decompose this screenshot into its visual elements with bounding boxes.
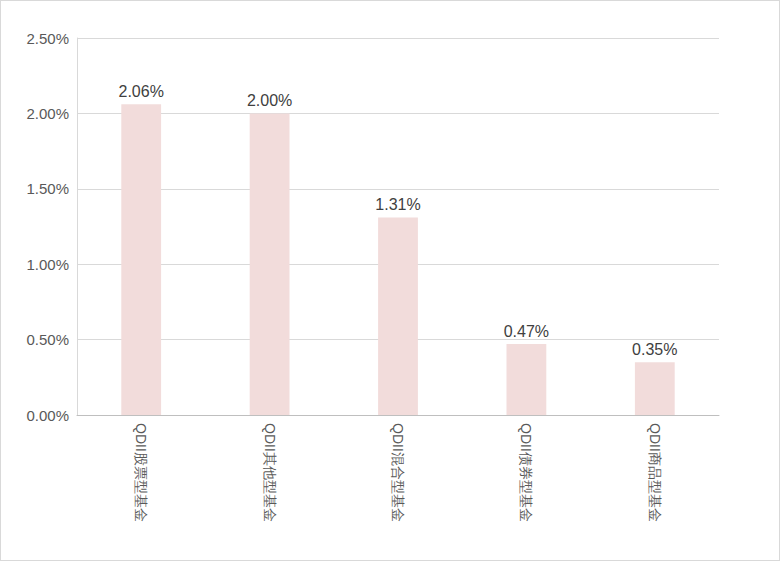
svg-text:QDII商品型基金: QDII商品型基金 (647, 423, 663, 522)
svg-text:2.50%: 2.50% (26, 30, 69, 47)
svg-text:0.35%: 0.35% (632, 341, 677, 358)
svg-text:0.47%: 0.47% (504, 323, 549, 340)
svg-text:QDII债券型基金: QDII债券型基金 (518, 423, 534, 522)
svg-text:2.00%: 2.00% (247, 92, 292, 109)
svg-text:0.50%: 0.50% (26, 331, 69, 348)
svg-text:2.06%: 2.06% (119, 83, 164, 100)
svg-text:1.31%: 1.31% (375, 196, 420, 213)
svg-text:1.50%: 1.50% (26, 180, 69, 197)
svg-text:1.00%: 1.00% (26, 256, 69, 273)
svg-text:QDII其他型基金: QDII其他型基金 (262, 423, 278, 522)
svg-text:2.00%: 2.00% (26, 105, 69, 122)
svg-text:0.00%: 0.00% (26, 407, 69, 424)
svg-text:QDII混合型基金: QDII混合型基金 (390, 423, 406, 522)
svg-text:QDII股票型基金: QDII股票型基金 (133, 423, 149, 522)
